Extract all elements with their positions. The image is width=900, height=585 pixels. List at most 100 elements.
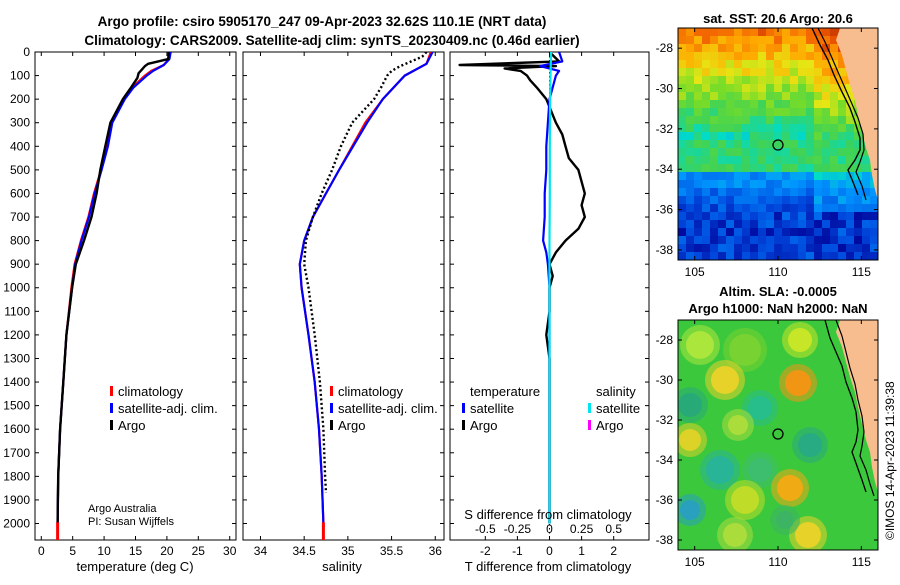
- sst-cell: [838, 60, 847, 69]
- legend-satellite-label: satellite-adj. clim.: [118, 401, 218, 416]
- sla-map: Altim. SLA: -0.0005 Argo h1000: NaN h200…: [656, 284, 879, 569]
- sst-cell: [702, 244, 711, 253]
- legend-argo-label: Argo: [338, 418, 365, 433]
- sst-cell: [814, 68, 823, 77]
- y-tick-label: 1200: [3, 328, 30, 342]
- sst-cell: [686, 212, 695, 221]
- sst-cell: [742, 124, 751, 133]
- sst-cell: [838, 100, 847, 109]
- sst-cell: [806, 124, 815, 133]
- sst-cell: [750, 236, 759, 245]
- sst-cell: [758, 156, 767, 165]
- sst-cell: [710, 84, 719, 93]
- sst-cell: [686, 92, 695, 101]
- sst-cell: [846, 236, 855, 245]
- sst-cell: [798, 140, 807, 149]
- sst-cell: [814, 116, 823, 125]
- sst-cell: [774, 228, 783, 237]
- sst-cell: [686, 28, 695, 37]
- sst-cell: [678, 212, 687, 221]
- sst-cell: [726, 132, 735, 141]
- sst-cell: [838, 124, 847, 133]
- sst-cell: [822, 220, 831, 229]
- sst-cell: [846, 212, 855, 221]
- sst-cell: [702, 116, 711, 125]
- sst-cell: [734, 204, 743, 213]
- sst-cell: [782, 124, 791, 133]
- sst-cell: [750, 244, 759, 253]
- sst-cell: [718, 180, 727, 189]
- sst-cell: [782, 36, 791, 45]
- sst-cell: [702, 228, 711, 237]
- sst-cell: [814, 84, 823, 93]
- imos-timestamp: ©IMOS 14-Apr-2023 11:39:38: [883, 381, 897, 540]
- sst-cell: [862, 204, 871, 213]
- sst-cell: [806, 116, 815, 125]
- legend-satellite-swatch: [330, 403, 333, 413]
- sst-cell: [774, 188, 783, 197]
- salinity-axes-box: [242, 51, 445, 541]
- sst-cell: [790, 228, 799, 237]
- sst-cell: [710, 228, 719, 237]
- sst-cell: [742, 84, 751, 93]
- sst-cell: [838, 212, 847, 221]
- sst-cell: [782, 252, 791, 260]
- sst-cell: [798, 180, 807, 189]
- map-y-tick-label: -30: [656, 373, 674, 387]
- sst-cell: [678, 124, 687, 133]
- temperature-xlabel: temperature (deg C): [76, 559, 193, 574]
- s-tick-label: -0.5: [475, 522, 496, 536]
- sst-cell: [710, 108, 719, 117]
- sst-cell: [790, 44, 799, 53]
- sst-cell: [726, 212, 735, 221]
- sst-cell: [726, 44, 735, 53]
- sst-cell: [686, 60, 695, 69]
- sst-cell: [822, 36, 831, 45]
- sst-cell: [774, 124, 783, 133]
- sst-cell: [750, 260, 759, 269]
- sst-cell: [750, 220, 759, 229]
- sla-land: [836, 320, 878, 492]
- sst-cell: [806, 108, 815, 117]
- sst-cell: [750, 196, 759, 205]
- sst-cell: [774, 52, 783, 61]
- sst-cell: [790, 108, 799, 117]
- sst-cell: [694, 220, 703, 229]
- sst-cell: [774, 204, 783, 213]
- sst-cell: [774, 36, 783, 45]
- sst-cell: [742, 52, 751, 61]
- sst-cell: [822, 212, 831, 221]
- sla-anomaly-core: [678, 393, 702, 417]
- sst-cell: [814, 76, 823, 85]
- sst-cell: [726, 116, 735, 125]
- sst-cell: [814, 92, 823, 101]
- sst-cell: [686, 132, 695, 141]
- sst-cell: [790, 164, 799, 173]
- sst-cell: [694, 236, 703, 245]
- sst-cell: [686, 76, 695, 85]
- sst-cell: [710, 236, 719, 245]
- sst-cell: [774, 44, 783, 53]
- legend-s-satellite-label: satellite: [596, 401, 640, 416]
- sst-cell: [750, 60, 759, 69]
- sst-cell: [782, 148, 791, 157]
- sst-cell: [718, 212, 727, 221]
- sst-cell: [838, 252, 847, 260]
- sst-cell: [694, 132, 703, 141]
- sst-cell: [790, 100, 799, 109]
- sst-cell: [678, 148, 687, 157]
- sst-cell: [702, 212, 711, 221]
- map-y-tick-label: -34: [656, 162, 674, 176]
- sla-anomaly-core: [706, 456, 734, 484]
- sst-cell: [694, 164, 703, 173]
- sst-cell: [790, 60, 799, 69]
- temperature-panel: 0100200300400500600700800900100011001200…: [3, 45, 236, 574]
- sst-cell: [870, 196, 878, 205]
- sst-cell: [726, 76, 735, 85]
- sst-cell: [846, 252, 855, 260]
- sst-cell: [758, 236, 767, 245]
- sst-cell: [686, 204, 695, 213]
- sst-cell: [758, 212, 767, 221]
- sst-cell: [830, 164, 839, 173]
- difference-top-xlabel: S difference from climatology: [464, 507, 632, 522]
